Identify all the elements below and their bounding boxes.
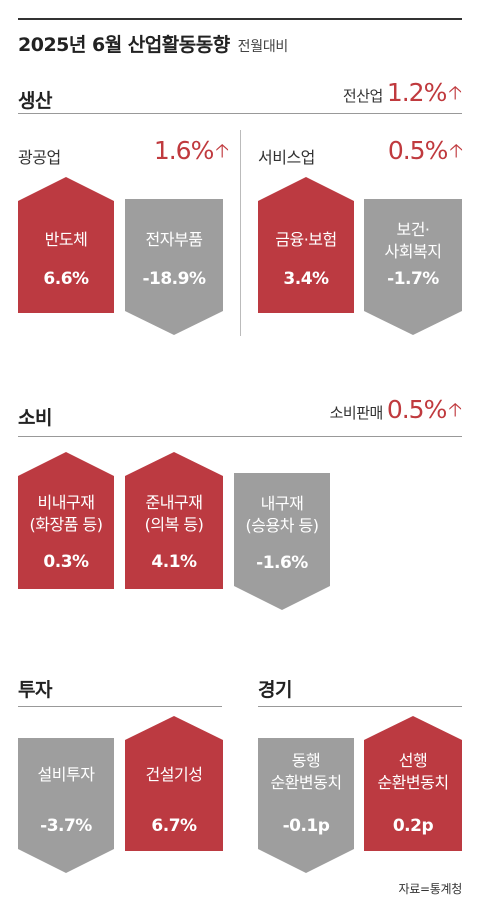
production-rule [18, 113, 462, 114]
card-name: 반도체 [44, 230, 88, 249]
mining-label: 광공업 [18, 148, 61, 167]
card-name: 준내구재 (의복 등) [144, 493, 204, 534]
services-value: 0.5% 🡡 [388, 136, 463, 171]
card-value: 0.3% [43, 552, 89, 572]
card-coincident-index: 동행 순환변동치 -0.1p [258, 738, 354, 873]
page-title: 2025년 6월 산업활동동향 전월대비 [18, 34, 289, 56]
consumption-rule [18, 436, 462, 437]
card-value: -0.1p [282, 816, 330, 836]
card-value: -1.7% [387, 269, 439, 289]
card-facility-investment: 설비투자 -3.7% [18, 738, 114, 873]
investment-rule [18, 706, 222, 707]
card-name: 전자부품 [145, 230, 203, 249]
production-divider [240, 130, 241, 336]
card-name: 비내구재 (화장품 등) [29, 493, 103, 534]
production-total-value: 1.2% [386, 78, 448, 107]
card-construction: 건설기성 6.7% [125, 716, 223, 851]
card-nondurable: 비내구재 (화장품 등) 0.3% [18, 452, 114, 589]
up-arrow-icon: 🡡 [215, 140, 229, 162]
consumption-title: 소비 [18, 407, 52, 429]
card-value: -18.9% [142, 269, 206, 289]
source-note: 자료=통계청 [398, 882, 463, 896]
card-electronic-parts: 전자부품 -18.9% [125, 199, 223, 335]
card-name: 동행 순환변동치 [270, 751, 342, 792]
card-name: 설비투자 [37, 765, 95, 784]
card-value: 4.1% [151, 552, 197, 572]
consumption-total-value: 0.5% [386, 395, 448, 424]
up-arrow-icon: 🡡 [448, 399, 462, 421]
card-durable: 내구재 (승용차 등) -1.6% [234, 473, 330, 610]
consumption-total: 소비판매 0.5% 🡡 [330, 395, 462, 430]
card-name: 보건· 사회복지 [384, 220, 442, 261]
card-value: -3.7% [40, 816, 92, 836]
card-leading-index: 선행 순환변동치 0.2p [364, 716, 462, 851]
economy-rule [258, 706, 462, 707]
card-value: -1.6% [256, 553, 308, 573]
card-value: 0.2p [392, 816, 434, 836]
economy-title: 경기 [258, 679, 292, 701]
card-name: 내구재 (승용차 등) [245, 494, 319, 535]
production-total: 전산업 1.2% 🡡 [343, 78, 462, 113]
mining-value: 1.6% 🡡 [154, 136, 229, 171]
page-subtitle: 전월대비 [237, 39, 289, 55]
card-name: 건설기성 [145, 765, 203, 784]
card-semiconductor: 반도체 6.6% [18, 177, 114, 313]
card-health-welfare: 보건· 사회복지 -1.7% [364, 199, 462, 335]
top-rule [18, 18, 462, 20]
card-value: 6.6% [43, 269, 89, 289]
card-semidurable: 준내구재 (의복 등) 4.1% [125, 452, 223, 589]
production-total-label: 전산업 [342, 87, 383, 105]
card-name: 선행 순환변동치 [377, 751, 449, 792]
card-finance-insurance: 금융·보험 3.4% [258, 177, 354, 313]
card-name: 금융·보험 [275, 230, 337, 249]
consumption-total-label: 소비판매 [329, 404, 384, 422]
up-arrow-icon: 🡡 [448, 82, 462, 104]
services-label: 서비스업 [258, 148, 315, 167]
up-arrow-icon: 🡡 [449, 140, 463, 162]
card-value: 6.7% [151, 816, 197, 836]
card-value: 3.4% [283, 269, 329, 289]
production-title: 생산 [18, 90, 52, 112]
investment-title: 투자 [18, 679, 52, 701]
